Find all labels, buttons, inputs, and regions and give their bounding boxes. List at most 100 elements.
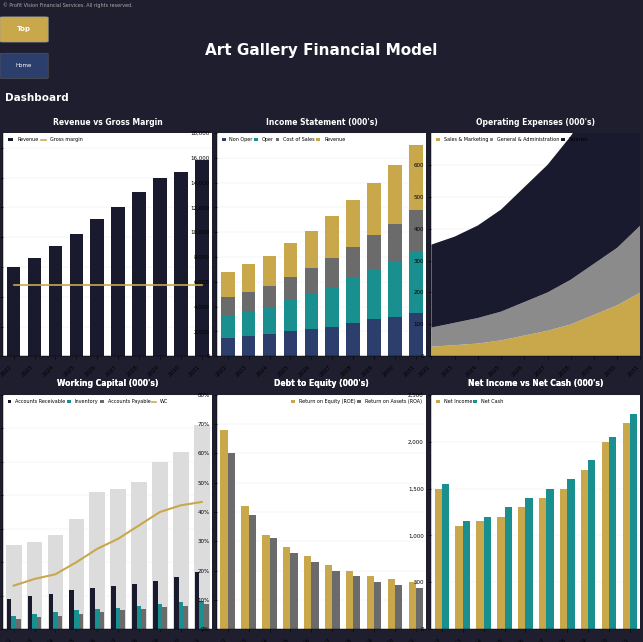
Bar: [221, 297, 235, 315]
Bar: [374, 582, 381, 629]
Text: Debt to Equity (000's): Debt to Equity (000's): [275, 379, 369, 388]
Text: Top: Top: [17, 26, 31, 33]
Bar: [547, 489, 554, 629]
Bar: [262, 535, 269, 629]
Text: Home: Home: [15, 64, 32, 68]
Bar: [325, 327, 339, 356]
Text: Dashboard: Dashboard: [5, 93, 69, 103]
Bar: [111, 489, 126, 629]
Bar: [284, 300, 297, 331]
Bar: [174, 577, 179, 629]
Text: Income Statement (000's): Income Statement (000's): [266, 118, 377, 127]
Bar: [199, 601, 204, 629]
Bar: [325, 287, 339, 327]
Bar: [100, 612, 104, 629]
Text: Operating Expenses (000's): Operating Expenses (000's): [476, 118, 595, 127]
Text: Working Capital (000's): Working Capital (000's): [57, 379, 158, 388]
Bar: [242, 265, 255, 291]
Bar: [269, 539, 277, 629]
Legend: Revenue, Gross margin: Revenue, Gross margin: [6, 135, 85, 144]
Bar: [242, 311, 255, 336]
Bar: [305, 329, 318, 356]
Bar: [49, 594, 53, 629]
Bar: [388, 165, 402, 223]
Bar: [284, 277, 297, 300]
Bar: [179, 602, 183, 629]
Bar: [7, 599, 12, 629]
Bar: [173, 452, 188, 629]
Bar: [228, 453, 235, 629]
Bar: [484, 517, 491, 629]
Bar: [49, 246, 62, 356]
Legend: Accounts Receivable, Inventory, Accounts Payable, WC: Accounts Receivable, Inventory, Accounts…: [6, 397, 170, 406]
Bar: [242, 336, 255, 356]
Bar: [442, 484, 449, 629]
Bar: [388, 261, 402, 317]
Bar: [347, 323, 360, 356]
Bar: [325, 565, 332, 629]
FancyBboxPatch shape: [0, 53, 48, 78]
Bar: [91, 587, 95, 629]
Bar: [95, 609, 100, 629]
Bar: [53, 612, 58, 629]
Bar: [311, 562, 319, 629]
Bar: [463, 521, 470, 629]
Legend: Return on Equity (ROE), Return on Assets (ROA): Return on Equity (ROE), Return on Assets…: [289, 397, 424, 406]
Bar: [116, 608, 120, 629]
Bar: [353, 577, 361, 629]
Bar: [332, 571, 340, 629]
Bar: [69, 591, 74, 629]
Bar: [58, 616, 62, 629]
Bar: [141, 609, 146, 629]
Bar: [221, 430, 228, 629]
Text: Debt to Equity (000's): Debt to Equity (000's): [275, 379, 369, 388]
Bar: [131, 482, 147, 629]
Bar: [249, 515, 256, 629]
Bar: [183, 606, 188, 629]
Bar: [622, 423, 630, 629]
Bar: [408, 582, 416, 629]
Bar: [367, 182, 381, 235]
Bar: [74, 611, 78, 629]
Bar: [89, 492, 105, 629]
Bar: [162, 607, 167, 629]
Bar: [132, 193, 146, 356]
Bar: [7, 267, 21, 356]
Bar: [505, 507, 512, 629]
Bar: [525, 498, 533, 629]
Bar: [48, 535, 63, 629]
Bar: [152, 462, 168, 629]
Bar: [69, 519, 84, 629]
Bar: [325, 216, 339, 258]
Bar: [630, 413, 637, 629]
Bar: [69, 234, 83, 356]
Bar: [304, 556, 311, 629]
Bar: [78, 614, 83, 629]
Bar: [153, 581, 158, 629]
Bar: [609, 437, 617, 629]
Bar: [497, 517, 505, 629]
Bar: [194, 425, 210, 629]
Bar: [367, 319, 381, 356]
Bar: [27, 542, 42, 629]
Bar: [137, 606, 141, 629]
Bar: [476, 521, 484, 629]
Bar: [158, 603, 162, 629]
Legend: Net Income, Net Cash: Net Income, Net Cash: [434, 397, 505, 406]
Bar: [435, 489, 442, 629]
Bar: [221, 338, 235, 356]
Text: Art Gallery Financial Model: Art Gallery Financial Model: [205, 43, 438, 58]
Text: Revenue vs Gross Margin: Revenue vs Gross Margin: [53, 118, 163, 127]
Text: Net Income vs Net Cash (000's): Net Income vs Net Cash (000's): [468, 379, 604, 388]
Bar: [28, 258, 41, 356]
Bar: [347, 247, 360, 278]
Bar: [455, 526, 463, 629]
Bar: [221, 272, 235, 297]
Legend: Sales & Marketing, General & Administration, Salaries: Sales & Marketing, General & Administrat…: [434, 135, 590, 144]
Bar: [367, 270, 381, 319]
Bar: [263, 256, 276, 286]
Bar: [263, 286, 276, 307]
Bar: [111, 586, 116, 629]
Bar: [32, 614, 37, 629]
Bar: [195, 572, 199, 629]
